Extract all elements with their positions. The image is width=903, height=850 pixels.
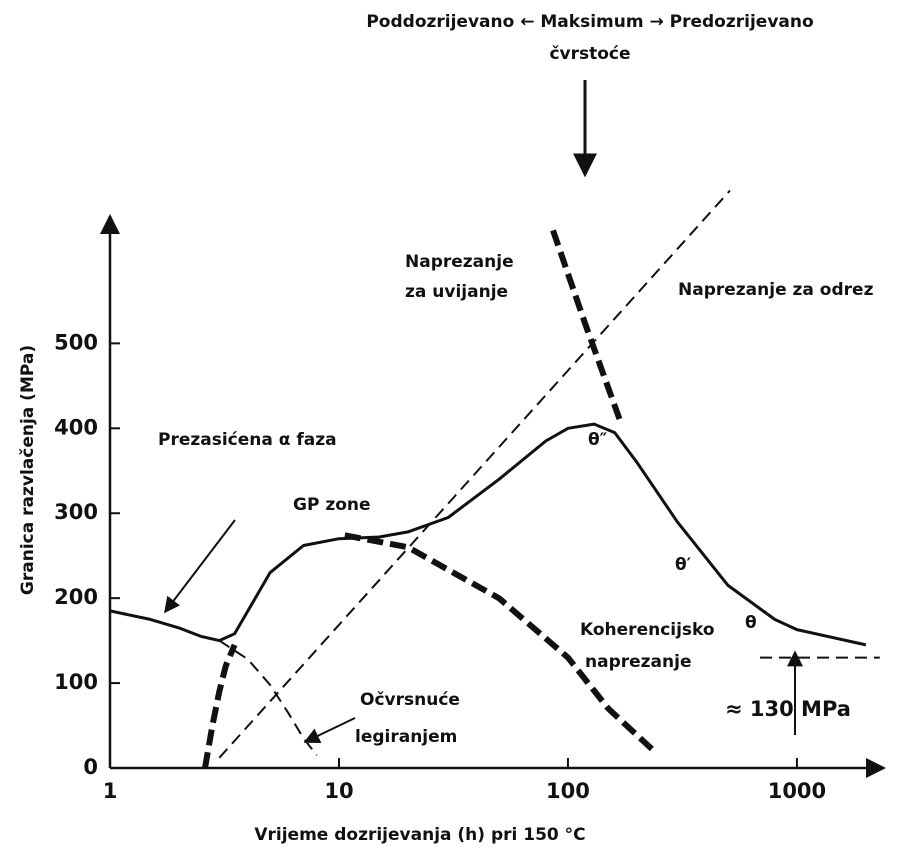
annotation: Očvrsnuće [360, 690, 460, 710]
x-axis-label: Vrijeme dozrijevanja (h) pri 150 °C [254, 825, 585, 845]
arrow [164, 519, 236, 614]
y-tick-label: 100 [54, 670, 98, 694]
y-tick-label: 200 [54, 585, 98, 609]
series-line [202, 643, 238, 769]
x-tick-label: 1000 [768, 779, 826, 803]
y-tick-label: 500 [54, 330, 98, 354]
arrow [303, 717, 356, 743]
chart-subtitle: čvrstoće [549, 44, 630, 64]
y-tick-label: 400 [54, 415, 98, 439]
annotation: ≈ 130 MPa [725, 697, 851, 721]
annotation: legiranjem [355, 727, 457, 747]
x-tick-label: 1 [103, 779, 118, 803]
series-line [344, 532, 658, 755]
annotation: Naprezanje [405, 252, 514, 272]
annotation: θ′ [675, 555, 692, 575]
annotation: GP zone [293, 495, 371, 515]
chart-title: Poddozrijevano ← Maksimum → Predozrijeva… [366, 12, 813, 32]
annotation: Koherencijsko [580, 620, 715, 640]
series-line [218, 189, 731, 759]
annotation: Naprezanje za odrez [678, 280, 874, 300]
x-tick-label: 10 [324, 779, 353, 803]
annotation: Prezasićena α faza [158, 430, 337, 450]
y-axis-label: Granica razvlačenja (MPa) [18, 345, 38, 595]
annotation: za uvijanje [405, 282, 508, 302]
series-line [218, 639, 318, 756]
y-tick-label: 0 [83, 755, 98, 779]
annotation: θ″ [588, 430, 608, 450]
y-tick-label: 300 [54, 500, 98, 524]
annotation: θ [745, 613, 757, 633]
series-line [550, 229, 623, 422]
x-tick-label: 100 [546, 779, 590, 803]
annotation: naprezanje [585, 652, 691, 672]
